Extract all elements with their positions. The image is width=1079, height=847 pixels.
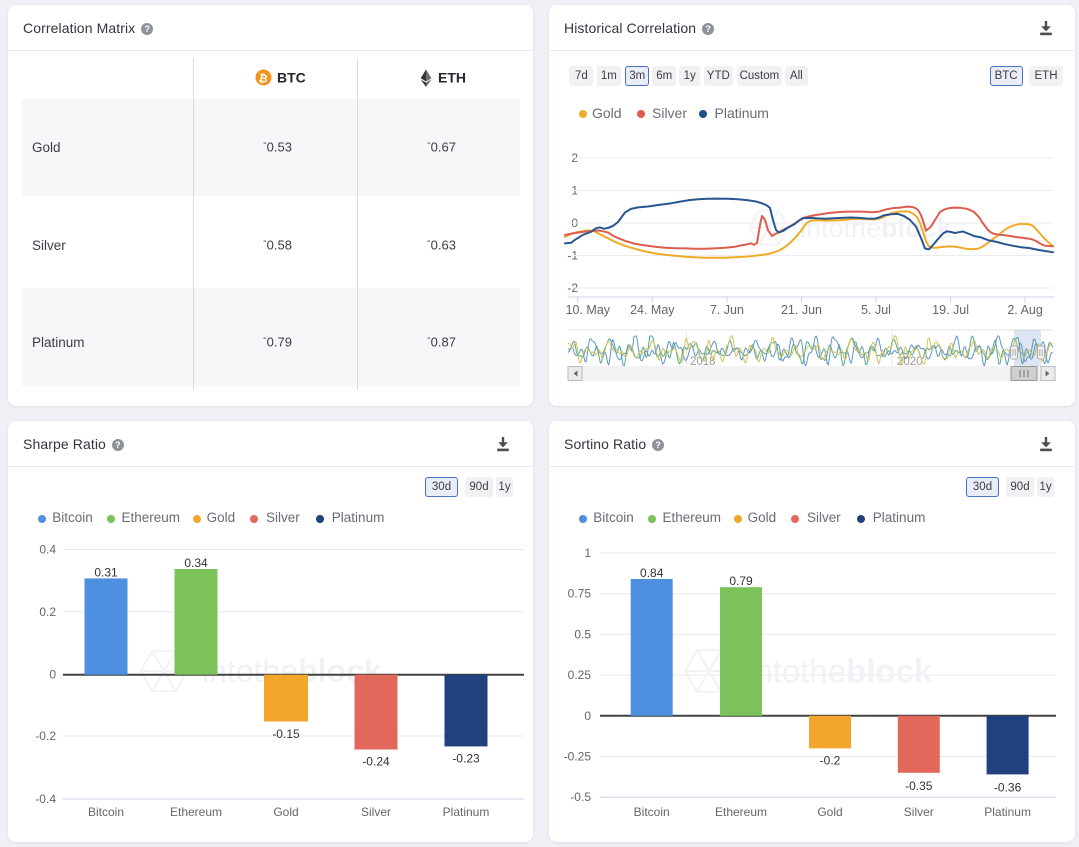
svg-text:0.4: 0.4 — [39, 543, 56, 557]
svg-text:-0.2: -0.2 — [820, 754, 841, 768]
svg-text:Bitcoin: Bitcoin — [634, 805, 670, 819]
svg-text:-0.23: -0.23 — [452, 752, 480, 766]
svg-text:Platinum: Platinum — [443, 805, 490, 819]
svg-text:Ethereum: Ethereum — [715, 805, 767, 819]
svg-text:10. May: 10. May — [566, 303, 611, 317]
svg-text:0.25: 0.25 — [568, 668, 592, 682]
svg-text:2018: 2018 — [690, 356, 716, 368]
svg-text:Gold: Gold — [273, 805, 298, 819]
svg-text:BTC: BTC — [277, 70, 306, 86]
svg-text:Platinum: Platinum — [984, 805, 1031, 819]
svg-text:7. Jun: 7. Jun — [710, 303, 744, 317]
svg-text:-0.4: -0.4 — [35, 792, 56, 806]
svg-text:5. Jul: 5. Jul — [861, 303, 891, 317]
svg-text:Silver: Silver — [904, 805, 934, 819]
svg-text:0.31: 0.31 — [94, 566, 118, 580]
svg-text:0.75: 0.75 — [568, 587, 592, 601]
svg-text:-0.2: -0.2 — [35, 729, 56, 743]
svg-text:24. May: 24. May — [630, 303, 675, 317]
svg-text:-0.25: -0.25 — [564, 750, 592, 764]
svg-text:Gold: Gold — [817, 805, 842, 819]
svg-text:19. Jul: 19. Jul — [932, 303, 969, 317]
svg-text:Ethereum: Ethereum — [170, 805, 222, 819]
svg-text:0: 0 — [584, 709, 591, 723]
svg-text:0: 0 — [49, 668, 56, 682]
svg-text:2. Aug: 2. Aug — [1007, 303, 1042, 317]
svg-text:1: 1 — [584, 546, 591, 560]
svg-text:-0.15: -0.15 — [272, 727, 300, 741]
svg-text:ETH: ETH — [438, 70, 466, 86]
svg-text:0.2: 0.2 — [39, 605, 56, 619]
svg-text:intotheblock: intotheblock — [747, 653, 933, 690]
svg-text:0.34: 0.34 — [184, 556, 208, 570]
svg-text:0.5: 0.5 — [574, 627, 591, 641]
svg-text:-0.35: -0.35 — [905, 779, 933, 793]
svg-text:0.84: 0.84 — [640, 566, 664, 580]
svg-text:Bitcoin: Bitcoin — [88, 805, 124, 819]
svg-text:Silver: Silver — [361, 805, 391, 819]
svg-text:21. Jun: 21. Jun — [781, 303, 822, 317]
svg-text:-0.5: -0.5 — [570, 790, 591, 804]
svg-text:0.79: 0.79 — [729, 574, 753, 588]
svg-text:-0.36: -0.36 — [994, 781, 1022, 795]
svg-text:₿: ₿ — [258, 72, 269, 86]
svg-text:-0.24: -0.24 — [362, 755, 390, 769]
